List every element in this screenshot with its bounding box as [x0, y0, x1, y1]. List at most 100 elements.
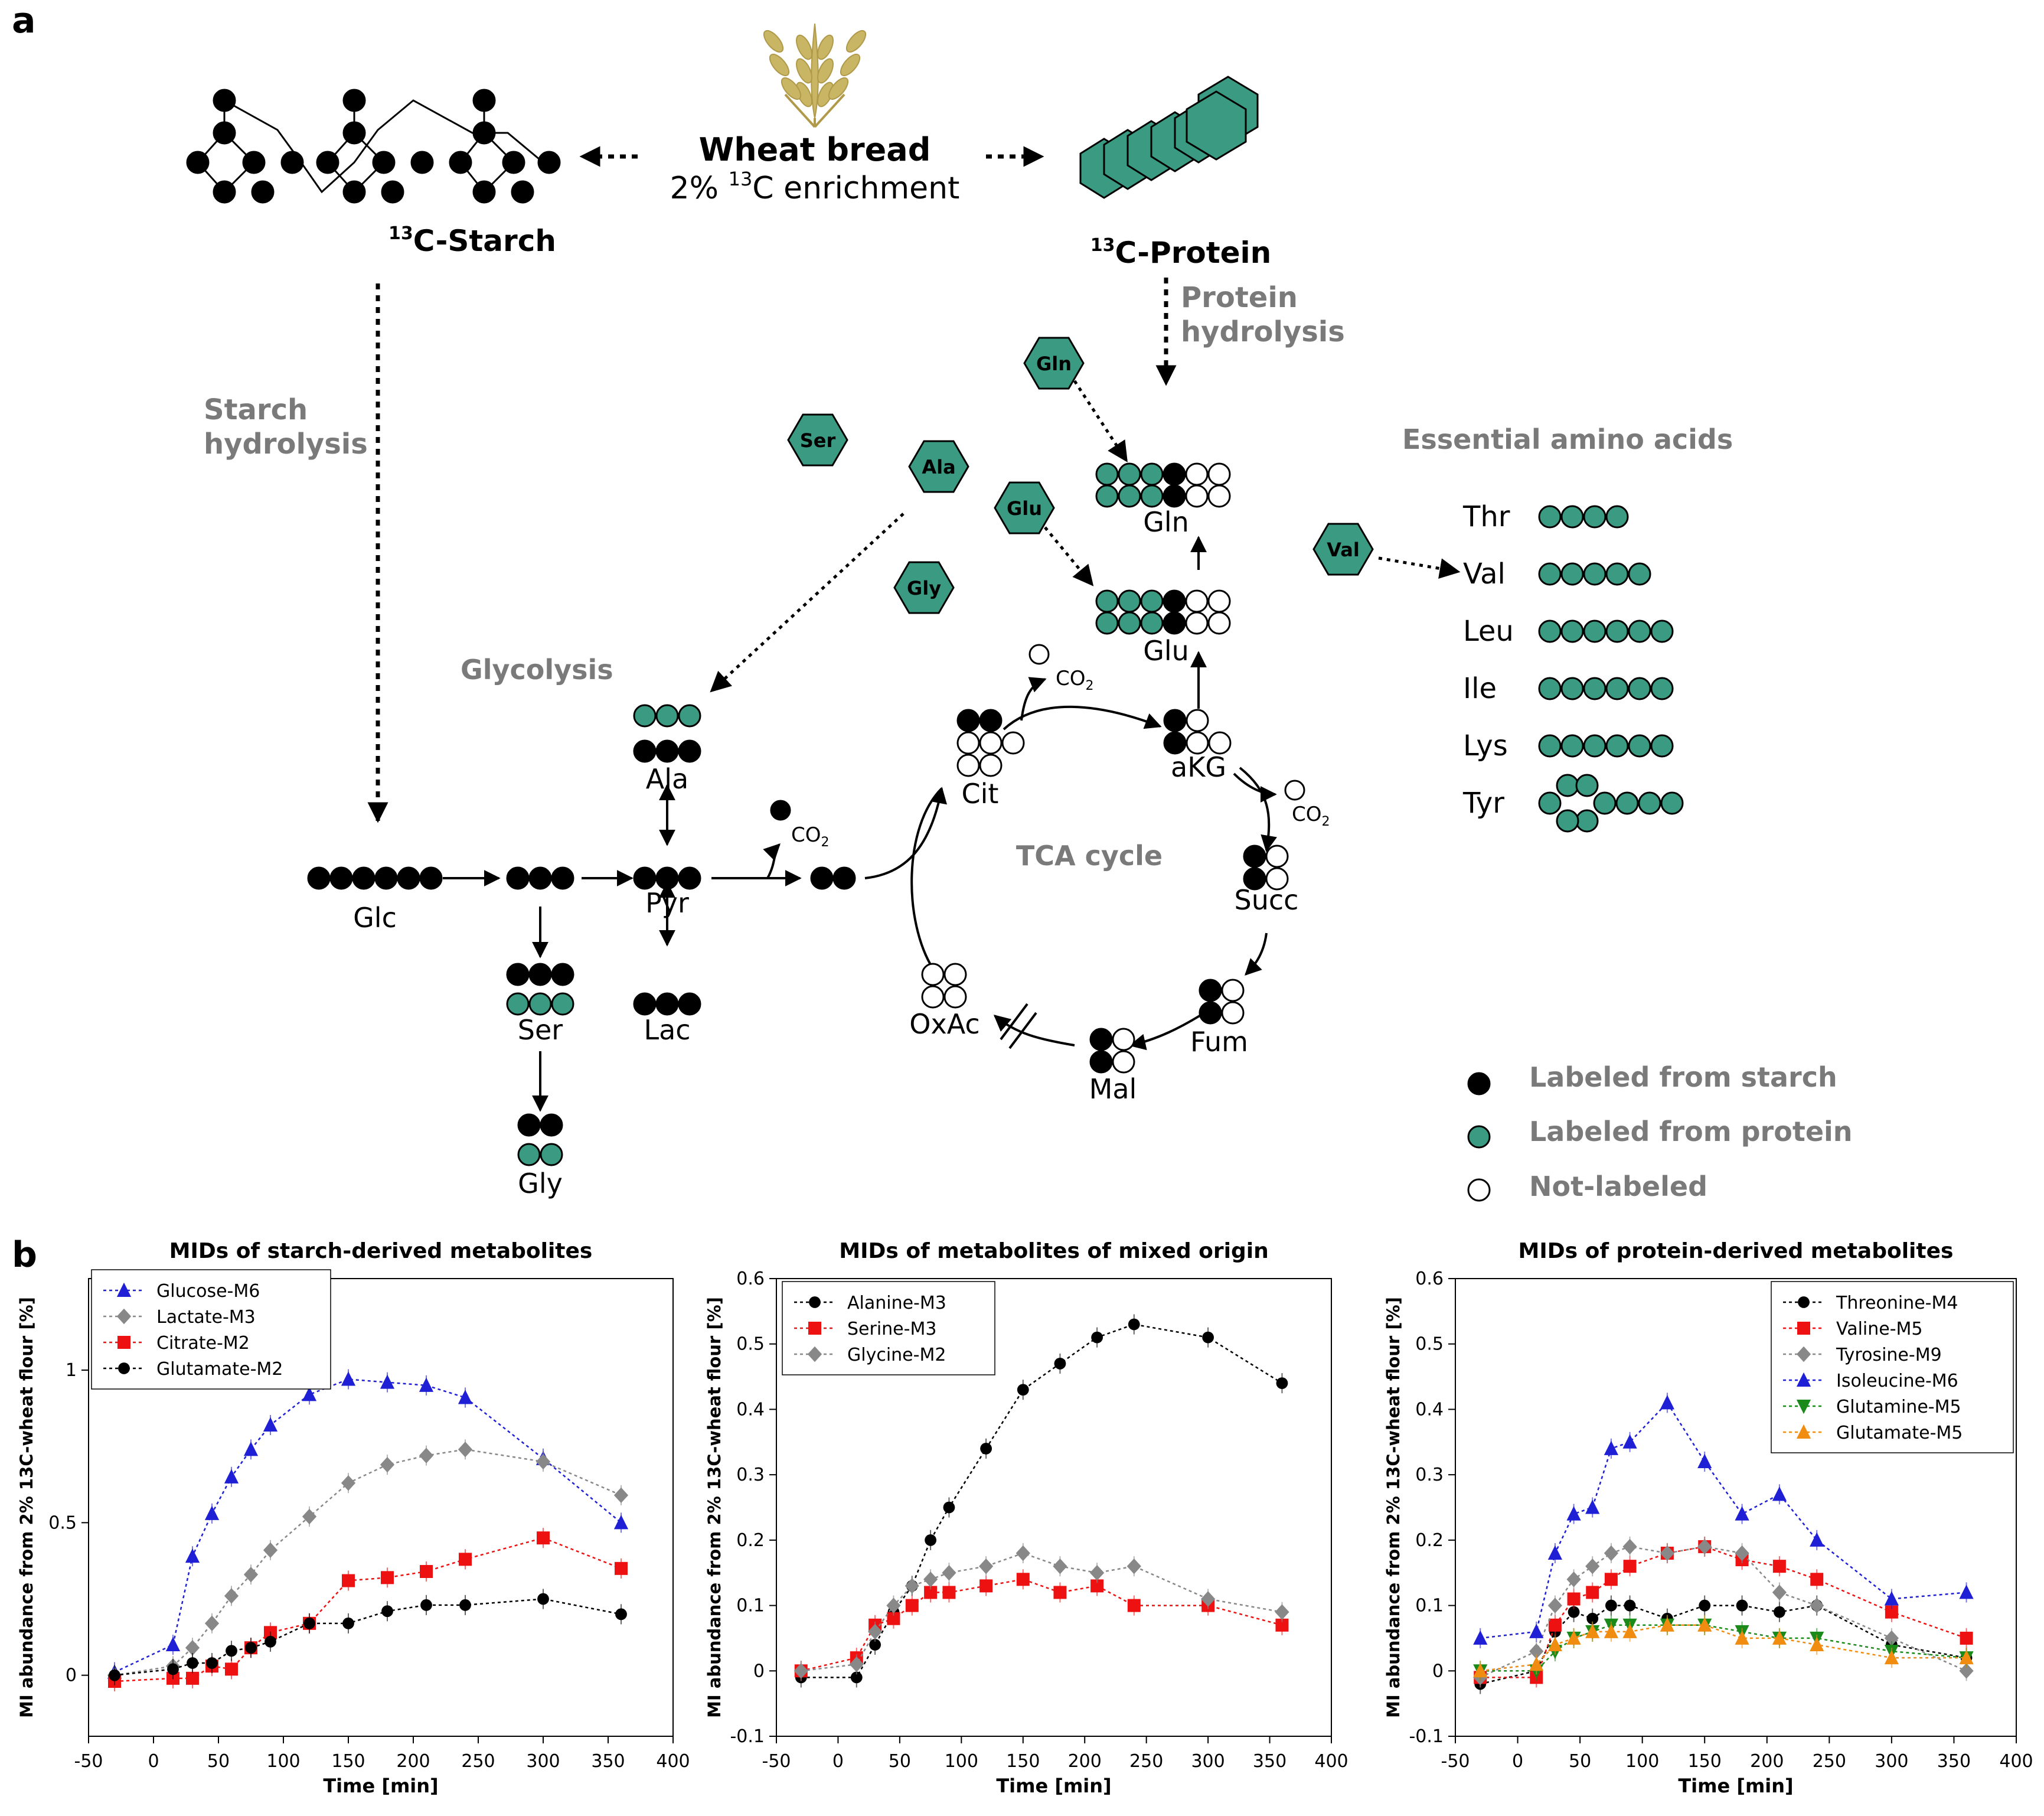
data-point [868, 1623, 883, 1640]
carbon-atom [1560, 734, 1584, 758]
data-point [1735, 1506, 1749, 1521]
essential-aa-lys: Lys [1463, 729, 1508, 762]
data-point [459, 1553, 472, 1566]
series-line [1480, 1401, 1967, 1639]
data-point [613, 1515, 629, 1530]
legend-marker [117, 1336, 130, 1349]
essential-amino-acids: Thr Val Leu Ile Lys Tyr [1462, 500, 1684, 833]
carbon-atom [1265, 845, 1289, 868]
y-tick-label: 0.6 [1415, 1269, 1444, 1289]
carbon-atom [1185, 484, 1209, 508]
carbon-atom [1095, 611, 1119, 635]
x-tick-label: 150 [1688, 1751, 1722, 1772]
data-point [1547, 1636, 1562, 1651]
chart-title: MIDs of metabolites of mixed origin [839, 1239, 1268, 1263]
metabolite-glc: Glc [353, 902, 397, 934]
panel-a-label: a [12, 0, 36, 41]
y-tick-label: 0 [753, 1661, 765, 1681]
data-point [458, 1442, 473, 1458]
legend-label: Tyrosine-M9 [1836, 1345, 1942, 1365]
carbon-atom [1095, 462, 1119, 486]
data-point [1604, 1573, 1618, 1586]
carbon-atom [1650, 620, 1674, 643]
data-point [849, 1657, 864, 1672]
data-point [942, 1565, 956, 1581]
carbon-atom [1199, 979, 1222, 1002]
x-tick-label: 250 [461, 1751, 495, 1772]
carbon-atom [1560, 677, 1584, 700]
carbon-atom [1650, 734, 1674, 758]
carbon-atom [1207, 462, 1231, 486]
carbon-atom [655, 992, 679, 1016]
x-tick-label: 250 [1813, 1751, 1846, 1772]
legend-marker [116, 1282, 132, 1297]
series-glutamate-m5 [1473, 1615, 1974, 1681]
carbon-atom [943, 963, 967, 986]
carbon-atom [678, 866, 701, 890]
data-point [1622, 1623, 1637, 1638]
hexagon-gly: Gly [893, 561, 955, 614]
carbon-atom [1208, 731, 1232, 755]
data-point [924, 1586, 938, 1599]
data-point [1127, 1558, 1141, 1574]
data-point [419, 1447, 434, 1463]
carbon-atom [1243, 845, 1266, 868]
carbon-atom [528, 963, 552, 986]
data-point [1090, 1565, 1105, 1581]
data-point [536, 1453, 551, 1470]
data-point [1128, 1318, 1140, 1331]
series-isoleucine-m6 [1473, 1393, 1974, 1648]
enrichment-label: 2% 13C enrichment [670, 168, 960, 206]
co2-carbons [770, 644, 1305, 821]
data-point [226, 1645, 237, 1657]
metabolite-cit: Cit [962, 778, 999, 810]
data-point [1772, 1560, 1786, 1573]
data-point [1091, 1331, 1103, 1344]
data-point [1810, 1597, 1824, 1613]
carbon-atom [528, 992, 552, 1016]
essential-title: Essential amino acids [1402, 423, 1733, 455]
legend-label: Glycine-M2 [847, 1345, 946, 1365]
series-line [1480, 1546, 1967, 1678]
carbon-atom [1185, 611, 1209, 635]
series-line [801, 1552, 1282, 1672]
data-point [225, 1662, 238, 1676]
carbon-atom [1118, 611, 1141, 635]
data-point [1810, 1532, 1824, 1547]
series-citrate-m2 [108, 1528, 628, 1692]
data-point [1624, 1599, 1636, 1612]
carbon-atom [655, 866, 679, 890]
series-line [1480, 1624, 1967, 1672]
carbon-atom [1163, 484, 1186, 508]
data-point [1567, 1592, 1581, 1606]
carbon-legend: Labeled from starch Labeled from protein… [1467, 1061, 1853, 1202]
y-tick-label: 0.1 [1415, 1596, 1444, 1616]
data-point [1885, 1605, 1898, 1619]
carbon-atom [810, 866, 834, 890]
data-point [1566, 1506, 1581, 1521]
data-point [1585, 1623, 1600, 1638]
x-tick-label: 400 [1314, 1751, 1348, 1772]
carbon-atom [1538, 620, 1562, 643]
y-tick-label: 0.5 [736, 1334, 765, 1355]
data-point [1699, 1599, 1711, 1612]
data-point [204, 1505, 220, 1520]
carbon-atom [633, 866, 657, 890]
metabolite-pyr: Pyr [645, 887, 689, 919]
data-point [1660, 1545, 1674, 1561]
legend-marker [1797, 1322, 1810, 1335]
x-axis-label: Time [min] [996, 1775, 1111, 1797]
legend-marker [808, 1322, 821, 1335]
starch-label: 13C-Starch [388, 223, 556, 258]
data-point [1959, 1649, 1974, 1665]
data-point [615, 1608, 627, 1621]
legend-label: Glutamine-M5 [1836, 1397, 1961, 1417]
essential-aa-thr: Thr [1462, 500, 1510, 533]
data-point [185, 1548, 200, 1563]
carbon-atom [1112, 1050, 1135, 1074]
carbon-atom [1538, 562, 1562, 586]
y-tick-label: 0.4 [736, 1399, 765, 1420]
carbon-atom [1140, 611, 1164, 635]
data-point [1623, 1560, 1637, 1573]
data-point [1772, 1630, 1787, 1645]
